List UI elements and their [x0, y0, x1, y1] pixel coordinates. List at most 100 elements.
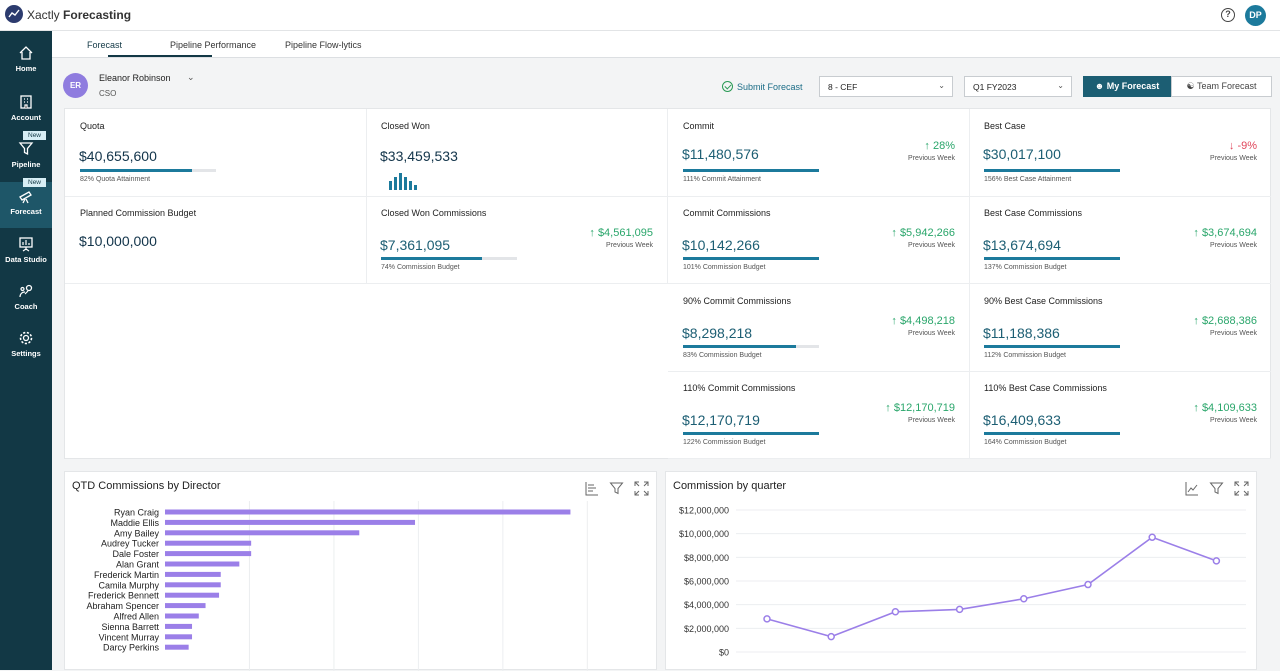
bar[interactable]: [165, 634, 193, 640]
bar-label: Dale Foster: [112, 549, 159, 559]
change-value: $12,170,719: [893, 402, 955, 414]
metric-subtext: 112% Commission Budget: [984, 352, 1066, 359]
bar[interactable]: [165, 561, 240, 567]
metric-subtext: 74% Commission Budget: [381, 264, 460, 271]
bar[interactable]: [165, 519, 416, 525]
bar[interactable]: [165, 540, 252, 546]
sidebar-item-home[interactable]: Home: [0, 39, 52, 85]
bar-label: Darcy Perkins: [103, 643, 160, 653]
data-point[interactable]: [763, 615, 771, 623]
tab-forecast[interactable]: Forecast: [87, 40, 123, 50]
submit-forecast-button[interactable]: Submit Forecast: [722, 81, 803, 92]
gear-icon: [19, 331, 33, 345]
user-avatar[interactable]: DP: [1245, 5, 1266, 26]
bar-label: Frederick Martin: [94, 570, 159, 580]
person-name[interactable]: Eleanor Robinson: [99, 73, 171, 83]
metric-title: Planned Commission Budget: [80, 208, 197, 218]
filter-icon[interactable]: [1209, 481, 1224, 496]
bar[interactable]: [165, 582, 221, 588]
metric-subtext: 164% Commission Budget: [984, 439, 1067, 446]
bar[interactable]: [165, 644, 189, 650]
data-point[interactable]: [1212, 557, 1221, 565]
person-dropdown-chevron-icon[interactable]: ⌄: [187, 72, 195, 82]
bar-label: Frederick Bennett: [88, 591, 160, 601]
my-forecast-button[interactable]: ☻ My Forecast: [1083, 76, 1171, 97]
bar[interactable]: [165, 613, 199, 619]
commit-110-card[interactable]: 110% Commit Commissions $12,170,719 122% C…: [668, 371, 970, 459]
arrow-up-icon-change: ↑ $3,674,694: [1193, 227, 1257, 239]
commit-card[interactable]: Commit $11,480,576 111% Commit Attainment ↑…: [668, 109, 970, 197]
data-point[interactable]: [1084, 580, 1092, 589]
forecast-category-select[interactable]: 8 - CEF ⌄: [819, 76, 953, 97]
data-point[interactable]: [955, 605, 964, 614]
planned-commission-card[interactable]: Planned Commission Budget $10,000,000: [65, 196, 367, 284]
bar[interactable]: [165, 592, 220, 598]
xactly-logo-icon[interactable]: [5, 5, 23, 23]
period-select[interactable]: Q1 FY2023 ⌄: [964, 76, 1072, 97]
change-value: $4,109,633: [1201, 402, 1257, 414]
arrow-up-icon: ↑: [924, 140, 930, 152]
arrow-down-icon-change: ↓ -9%: [1229, 140, 1257, 152]
bar[interactable]: [165, 509, 571, 515]
closed-won-card[interactable]: Closed Won $33,459,533: [366, 109, 668, 197]
bar[interactable]: [165, 571, 221, 577]
metric-value: $33,459,533: [380, 148, 458, 164]
data-point[interactable]: [1020, 595, 1028, 603]
quarter-line-chart: $0 $2,000,000 $4,000,000 $6,000,000 $8,000,0…: [679, 506, 1246, 658]
bar-label: Amy Bailey: [114, 528, 160, 538]
tab-pipeline-performance[interactable]: Pipeline Performance: [170, 40, 257, 50]
chevron-down-icon: ⌄: [938, 81, 945, 90]
sidebar-item-pipeline[interactable]: New Pipeline: [0, 131, 52, 181]
sidebar-item-coach[interactable]: Coach: [0, 277, 52, 323]
bar[interactable]: [165, 623, 193, 629]
expand-icon[interactable]: [634, 481, 649, 496]
bar-label: Vincent Murray: [99, 632, 160, 642]
change-label: Previous Week: [1210, 417, 1257, 424]
line-chart-icon[interactable]: [1184, 481, 1199, 496]
bar-label: Sienna Barrett: [101, 622, 159, 632]
bar-label: Abraham Spencer: [86, 601, 159, 611]
bar-label: Alfred Allen: [113, 612, 159, 622]
change-value: $2,688,386: [1201, 315, 1257, 327]
sidebar-item-data-studio[interactable]: Data Studio: [0, 230, 52, 276]
bar[interactable]: [165, 603, 206, 609]
help-icon[interactable]: ?: [1221, 8, 1235, 22]
filter-icon[interactable]: [609, 481, 624, 496]
mini-bar: [404, 177, 407, 190]
bar[interactable]: [165, 551, 252, 557]
best-case-card[interactable]: Best Case $30,017,100 156% Best Case Attai…: [969, 109, 1271, 197]
best-case-90-card[interactable]: 90% Best Case Commissions $11,188,386 112%…: [969, 284, 1271, 372]
arrow-up-icon: ↑: [589, 227, 595, 239]
tab-pipeline-flowlytics[interactable]: Pipeline Flow-lytics: [285, 40, 362, 50]
metric-value: $30,017,100: [983, 146, 1061, 162]
chart-type-icon[interactable]: [584, 481, 599, 496]
data-point[interactable]: [827, 632, 835, 641]
sidebar-item-settings[interactable]: Settings: [0, 324, 52, 370]
bar[interactable]: [165, 530, 360, 536]
team-forecast-button[interactable]: ☯ Team Forecast: [1171, 76, 1272, 97]
expand-icon[interactable]: [1234, 481, 1249, 496]
metric-subtext: 83% Commission Budget: [683, 352, 762, 359]
progress-bar: [683, 432, 819, 435]
data-point[interactable]: [1148, 533, 1156, 541]
metric-title: Closed Won: [381, 121, 430, 131]
metric-title: Commit: [683, 121, 714, 131]
quota-card[interactable]: Quota $40,655,600 82% Quota Attainment: [65, 109, 367, 197]
change-label: Previous Week: [1210, 155, 1257, 162]
best-case-commissions-card[interactable]: Best Case Commissions $13,674,694 137% Com…: [969, 196, 1271, 284]
sidebar-item-forecast[interactable]: New Forecast: [0, 178, 52, 228]
commit-commissions-card[interactable]: Commit Commissions $10,142,266 101% Commis…: [668, 196, 970, 284]
sidebar-item-account[interactable]: Account: [0, 88, 52, 134]
best-case-110-card[interactable]: 110% Best Case Commissions $16,409,633 164…: [969, 371, 1271, 459]
metric-value: $11,188,386: [983, 325, 1060, 341]
new-badge: New: [23, 131, 47, 140]
arrow-up-icon: ↑: [1193, 227, 1199, 239]
submit-forecast-label: Submit Forecast: [737, 81, 803, 92]
commit-90-card[interactable]: 90% Commit Commissions $8,298,218 83% Comm…: [668, 284, 970, 372]
data-point[interactable]: [891, 608, 900, 616]
bar-label: Alan Grant: [116, 560, 160, 570]
change-value: $4,498,218: [899, 315, 955, 327]
bar-label: Camila Murphy: [98, 580, 159, 590]
closed-won-commissions-card[interactable]: Closed Won Commissions $7,361,095 74% Comm…: [366, 196, 668, 284]
arrow-down-icon: ↓: [1228, 140, 1235, 152]
